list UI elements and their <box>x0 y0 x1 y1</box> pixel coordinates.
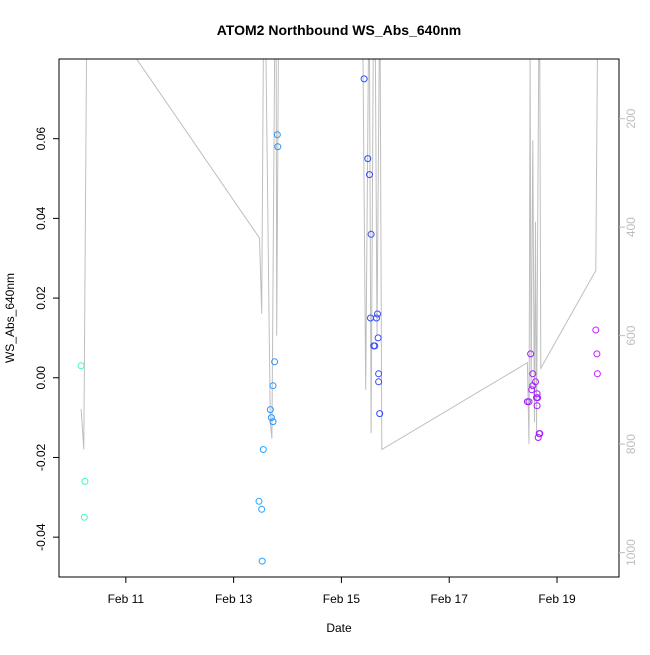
data-point <box>529 370 537 378</box>
data-point <box>375 378 383 386</box>
chart-title: ATOM2 Northbound WS_Abs_640nm <box>217 22 462 38</box>
y-tick-label: 0.02 <box>34 286 48 310</box>
x-tick-label: Feb 15 <box>323 592 361 606</box>
y-axis-left: -0.04 -0.02 0.00 0.02 0.04 0.06 <box>34 127 59 551</box>
data-point <box>271 358 279 366</box>
y-tick-label: 0.04 <box>34 206 48 230</box>
data-point <box>527 350 535 358</box>
data-point <box>273 131 281 139</box>
data-point <box>532 378 539 386</box>
data-point <box>593 350 601 358</box>
data-point <box>259 446 267 453</box>
x-tick-label: Feb 17 <box>431 592 469 606</box>
data-point <box>360 75 368 83</box>
x-tick-label: Feb 13 <box>215 592 253 606</box>
y2-tick-label: 1000 <box>624 539 638 566</box>
plot-frame <box>58 58 620 578</box>
y-tick-label: -0.04 <box>34 523 48 551</box>
data-point <box>376 410 384 418</box>
y-axis-right: 200 400 600 800 1000 <box>619 108 638 566</box>
data-point <box>593 370 601 378</box>
data-point <box>258 557 266 565</box>
y2-tick-label: 800 <box>624 434 638 454</box>
data-points-layer <box>77 75 601 565</box>
data-point <box>269 418 277 426</box>
data-point <box>266 406 274 414</box>
data-point <box>534 434 542 441</box>
data-point <box>533 390 541 398</box>
data-point <box>536 430 544 438</box>
y2-tick-label: 200 <box>624 108 638 128</box>
data-point <box>258 505 266 513</box>
gray-line-series-layer <box>80 59 600 451</box>
data-point <box>371 342 379 350</box>
data-point <box>374 310 381 318</box>
data-point <box>366 171 373 179</box>
y-axis-label: WS_Abs_640nm <box>3 273 17 363</box>
data-point <box>592 326 600 334</box>
data-point <box>77 362 85 370</box>
x-tick-label: Feb 19 <box>538 592 576 606</box>
data-point <box>267 414 275 422</box>
data-point <box>269 382 277 390</box>
data-point <box>375 370 383 378</box>
series-line <box>80 59 600 451</box>
data-point <box>255 497 263 505</box>
x-tick-label: Feb 11 <box>108 592 145 606</box>
y2-tick-label: 400 <box>624 217 638 237</box>
x-axis: Feb 11 Feb 13 Feb 15 Feb 17 Feb 19 <box>108 577 576 606</box>
y-tick-label: 0.06 <box>34 127 48 151</box>
x-axis-label: Date <box>326 621 352 635</box>
y-tick-label: -0.02 <box>34 443 48 471</box>
y-tick-label: 0.00 <box>34 366 48 390</box>
data-point <box>374 334 382 342</box>
data-point <box>528 386 536 394</box>
data-point <box>274 143 282 151</box>
data-point <box>364 155 372 163</box>
data-point <box>525 398 533 406</box>
data-point <box>533 402 541 410</box>
data-point <box>367 230 375 238</box>
data-point <box>534 394 542 402</box>
y2-tick-label: 600 <box>624 325 638 345</box>
data-point <box>81 477 89 485</box>
data-point <box>373 314 380 322</box>
data-point <box>80 513 88 521</box>
